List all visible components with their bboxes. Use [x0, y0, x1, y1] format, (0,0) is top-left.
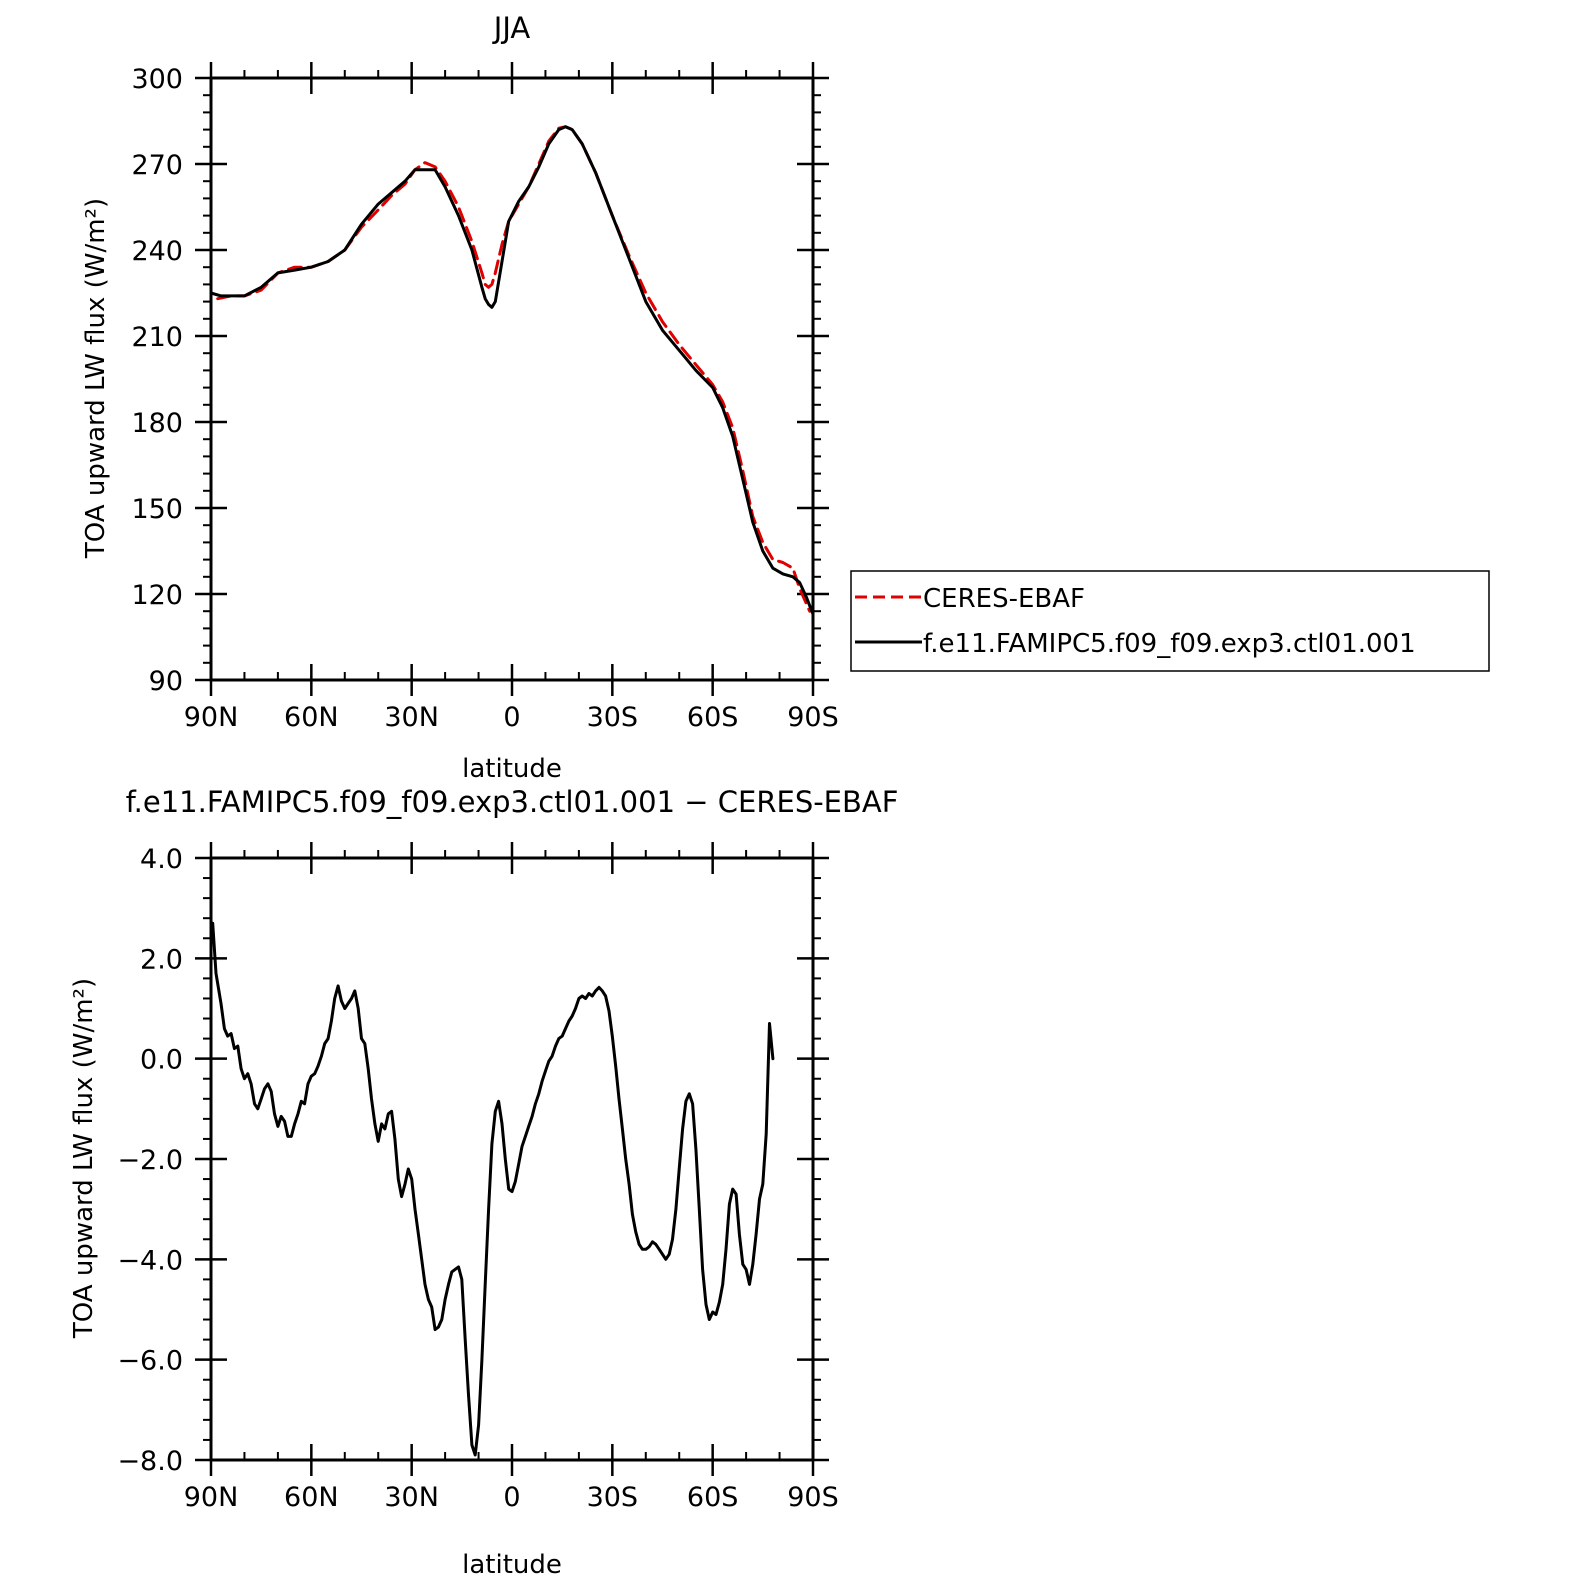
top-chart: JJA TOA upward LW flux (W/m²) latitude 9…: [81, 11, 1490, 784]
bottom-chart-ticks: [195, 842, 829, 1476]
top-chart-ticks: [195, 62, 829, 696]
bottom-chart-frame: [209, 856, 815, 1462]
y-tick-label: 4.0: [140, 844, 183, 875]
bottom-chart-y-tick-labels: −8.0 −6.0 −4.0 −2.0 0.0 2.0 4.0: [117, 844, 183, 1477]
x-tick-label: 90S: [787, 1482, 839, 1513]
y-tick-label: 240: [131, 236, 183, 267]
top-chart-series: [209, 125, 815, 616]
legend-entry-ceres: CERES-EBAF: [923, 584, 1085, 614]
y-tick-label: 150: [131, 494, 183, 525]
x-tick-label: 30S: [587, 702, 639, 733]
top-chart-frame: [209, 76, 815, 682]
top-chart-x-tick-labels: 90N 60N 30N 0 30S 60S 90S: [184, 702, 839, 733]
x-tick-label: 60N: [284, 702, 339, 733]
x-tick-label: 30N: [384, 702, 439, 733]
y-tick-label: 180: [131, 408, 183, 439]
y-tick-label: 300: [131, 64, 183, 95]
series-line-model: [209, 125, 815, 616]
bottom-chart: f.e11.FAMIPC5.f09_f09.exp3.ctl01.001 − C…: [69, 785, 898, 1580]
y-tick-label: 2.0: [140, 944, 183, 975]
x-tick-label: 0: [503, 1482, 520, 1513]
top-chart-xlabel: latitude: [462, 754, 562, 784]
y-tick-label: −6.0: [117, 1346, 183, 1377]
y-tick-label: 270: [131, 150, 183, 181]
y-tick-label: 0.0: [140, 1045, 183, 1076]
x-tick-label: 0: [503, 702, 520, 733]
bottom-chart-xlabel: latitude: [462, 1550, 562, 1580]
legend-box: [850, 570, 1490, 672]
y-tick-label: −8.0: [117, 1446, 183, 1477]
top-chart-ylabel: TOA upward LW flux (W/m²): [81, 198, 111, 559]
bottom-chart-ylabel: TOA upward LW flux (W/m²): [69, 978, 99, 1339]
series-line-difference: [211, 921, 775, 1457]
x-tick-label: 60N: [284, 1482, 339, 1513]
top-chart-y-tick-labels: 90 120 150 180 210 240 270 300: [131, 64, 183, 697]
series-line-ceres-ebaf: [216, 125, 812, 613]
x-tick-label: 90N: [184, 1482, 239, 1513]
legend-entry-model: f.e11.FAMIPC5.f09_f09.exp3.ctl01.001: [923, 629, 1416, 659]
y-tick-label: 90: [149, 666, 183, 697]
x-tick-label: 30S: [587, 1482, 639, 1513]
x-tick-label: 60S: [687, 1482, 739, 1513]
y-tick-label: −4.0: [117, 1245, 183, 1276]
top-chart-title: JJA: [492, 11, 531, 45]
y-tick-label: 210: [131, 322, 183, 353]
y-tick-label: 120: [131, 580, 183, 611]
legend: CERES-EBAF f.e11.FAMIPC5.f09_f09.exp3.ct…: [850, 570, 1490, 672]
bottom-chart-title: f.e11.FAMIPC5.f09_f09.exp3.ctl01.001 − C…: [126, 785, 899, 819]
x-tick-label: 90N: [184, 702, 239, 733]
x-tick-label: 30N: [384, 1482, 439, 1513]
bottom-chart-series: [211, 921, 775, 1457]
x-tick-label: 60S: [687, 702, 739, 733]
x-tick-label: 90S: [787, 702, 839, 733]
y-tick-label: −2.0: [117, 1145, 183, 1176]
bottom-chart-x-tick-labels: 90N 60N 30N 0 30S 60S 90S: [184, 1482, 839, 1513]
